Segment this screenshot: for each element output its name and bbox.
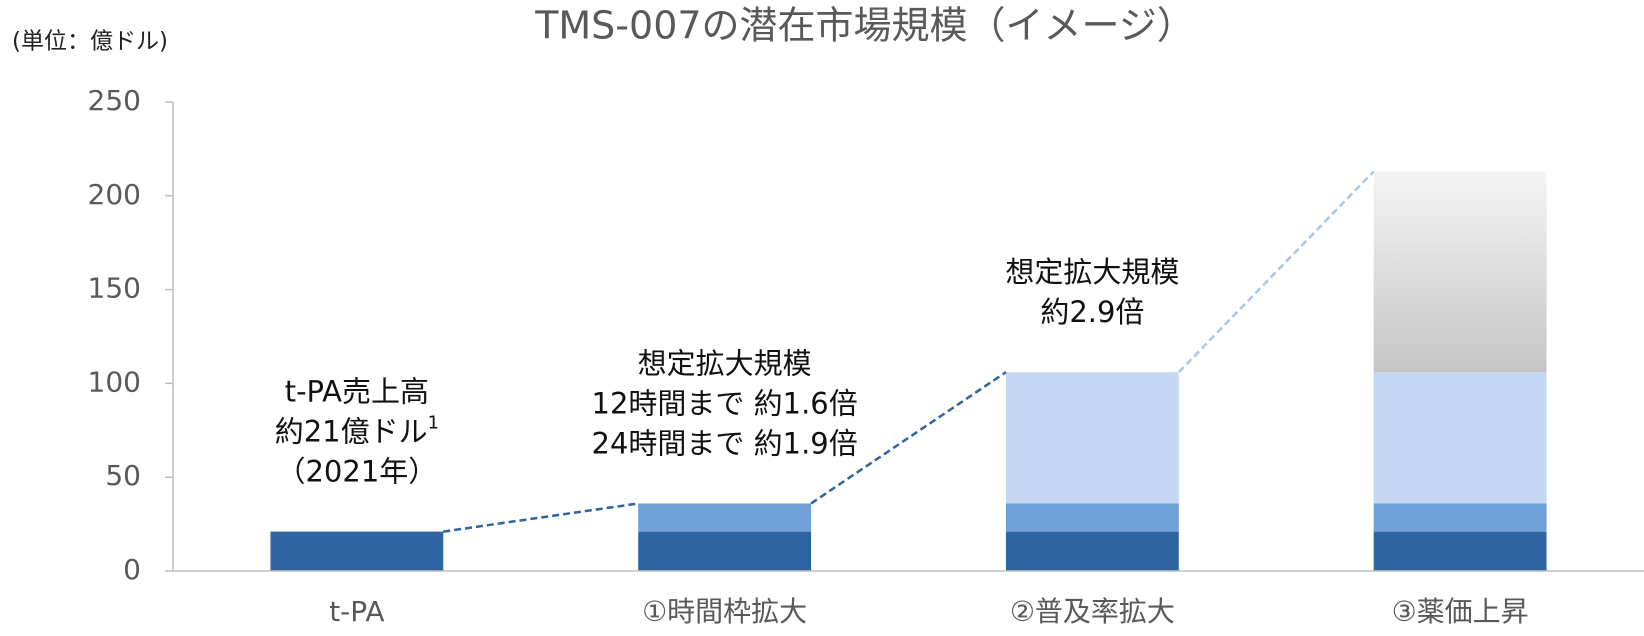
connector [443,502,639,533]
x-tick-label: ②普及率拡大 [1010,595,1175,628]
annotation-line: 約21億ドル [275,415,428,449]
annotation-line: 24時間まで 約1.9倍 [592,426,858,460]
y-tick-label: 50 [105,459,141,492]
bar-segment [1005,372,1179,504]
bar-segment [638,503,812,532]
connector [1177,170,1375,374]
bar-segment [270,531,444,571]
annotation-text: 想定拡大規模 [638,346,812,380]
annotation-line: t-PA売上高 [285,375,429,409]
annotation-line: 想定拡大規模 [638,346,812,380]
x-tick-label: ①時間枠拡大 [642,595,807,628]
y-tick-label: 200 [88,178,141,211]
annotation-line: （2021年） [276,455,437,489]
bar-segment [1373,531,1547,571]
annotation-line: 12時間まで 約1.6倍 [592,386,858,420]
annotation-text: 約21億ドル1 [275,413,439,449]
x-tick-label: t-PA [329,595,384,628]
bar-segment [1373,171,1547,373]
annotation-line: 想定拡大規模 [1005,255,1179,289]
annotation-text: 想定拡大規模 [1005,255,1179,289]
annotation-text: 24時間まで 約1.9倍 [592,426,858,460]
annotation-text: （2021年） [276,455,437,489]
annotation-text: 約2.9倍 [1040,295,1144,329]
bar-segment [638,531,812,571]
annotation-superscript: 1 [428,413,439,434]
y-tick-label: 0 [123,553,141,586]
chart-title: TMS-007の潜在市場規模（イメージ） [534,4,1195,48]
annotation-line: 約2.9倍 [1040,295,1144,329]
y-tick-label: 100 [88,365,141,398]
y-axis-label: (単位：億ドル) [12,29,168,55]
connector [810,371,1007,505]
bar-segment [1373,503,1547,532]
x-tick-label: ③薬価上昇 [1392,595,1529,628]
bar-segment [1373,372,1547,504]
bar-segment [1005,531,1179,571]
annotation-text: t-PA売上高 [285,375,429,409]
y-tick-label: 150 [88,272,141,305]
bar-segment [1005,503,1179,532]
y-tick-label: 250 [88,84,141,117]
annotation-text: 12時間まで 約1.6倍 [592,386,858,420]
